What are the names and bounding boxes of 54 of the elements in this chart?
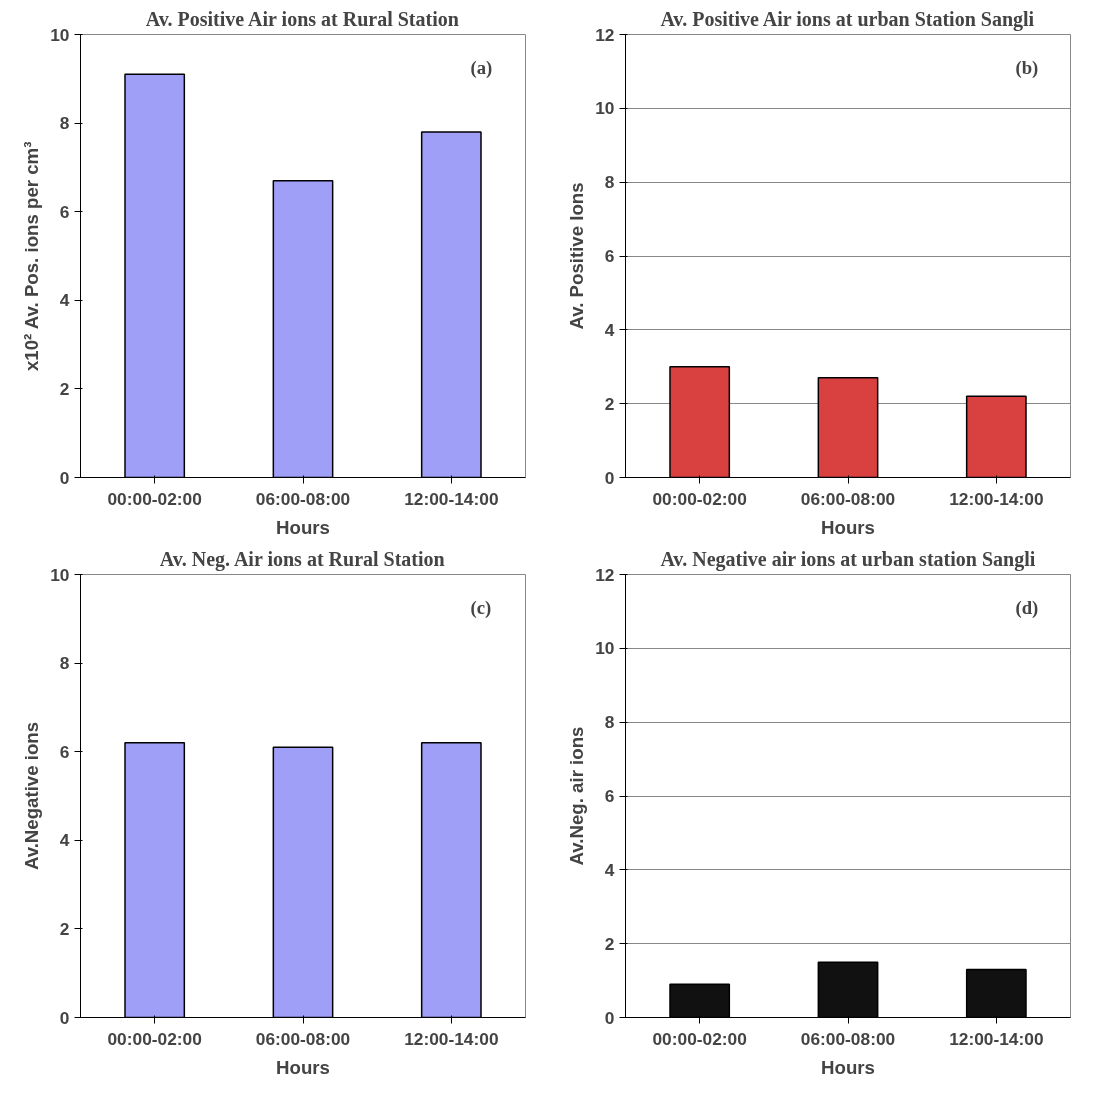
y-tick-label: 0 <box>604 1007 615 1028</box>
x-tick-label: 12:00-14:00 <box>949 488 1044 509</box>
annotation: (a) <box>470 56 493 79</box>
y-tick-label: 2 <box>59 378 70 399</box>
y-tick-label: 2 <box>604 393 615 414</box>
chart-title: Av. Positive Air ions at urban Station Sangli <box>660 7 1035 31</box>
x-axis-title: Hours <box>821 516 875 538</box>
y-tick-label: 0 <box>604 467 615 488</box>
y-tick-label: 2 <box>604 933 615 954</box>
y-axis-title: Av.Neg. air ions <box>566 726 588 866</box>
y-tick-label: 6 <box>59 741 70 762</box>
x-tick-label: 00:00-02:00 <box>652 488 747 509</box>
x-tick-label: 12:00-14:00 <box>404 488 499 509</box>
y-tick-label: 6 <box>604 786 615 806</box>
y-tick-label: 6 <box>59 201 70 222</box>
x-tick-label: 06:00-08:00 <box>800 1028 896 1049</box>
y-tick-label: 4 <box>604 859 615 880</box>
y-tick-label: 2 <box>59 918 70 939</box>
y-axis-title: x10² Av. Pos. ions per cm³ <box>21 141 43 372</box>
x-tick-label: 12:00-14:00 <box>949 1028 1044 1049</box>
y-tick-label: 10 <box>50 564 70 585</box>
y-tick-label: 4 <box>59 830 70 851</box>
y-tick-label: 8 <box>59 653 70 674</box>
x-axis-title: Hours <box>276 1056 330 1078</box>
y-axis-title: Av.Negative ions <box>21 721 43 871</box>
y-tick-label: 12 <box>595 564 615 585</box>
y-tick-label: 8 <box>604 712 615 733</box>
y-tick-label: 4 <box>59 290 70 311</box>
x-tick-label: 06:00-08:00 <box>255 488 351 509</box>
x-tick-label: 00:00-02:00 <box>107 488 202 509</box>
chart-title: Av. Neg. Air ions at Rural Station <box>159 547 445 571</box>
annotation: (b) <box>1015 56 1039 79</box>
y-tick-label: 10 <box>595 638 615 659</box>
x-axis-title: Hours <box>821 1056 875 1078</box>
x-tick-label: 06:00-08:00 <box>255 1028 351 1049</box>
x-tick-label: 00:00-02:00 <box>652 1028 747 1049</box>
x-tick-label: 00:00-02:00 <box>107 1028 202 1049</box>
y-tick-label: 4 <box>604 319 615 340</box>
y-tick-label: 10 <box>50 24 70 45</box>
y-axis-title: Av. Positive Ions <box>566 182 588 330</box>
y-tick-label: 8 <box>59 113 70 134</box>
y-tick-label: 12 <box>595 24 615 45</box>
x-axis-title: Hours <box>276 516 330 538</box>
y-tick-label: 0 <box>59 1007 70 1028</box>
chart-title: Av. Positive Air ions at Rural Station <box>145 7 459 30</box>
annotation: (c) <box>470 596 492 619</box>
y-tick-label: 0 <box>59 467 70 488</box>
y-tick-label: 6 <box>604 246 615 266</box>
y-tick-label: 8 <box>604 172 615 193</box>
x-tick-label: 06:00-08:00 <box>800 488 896 509</box>
x-tick-label: 12:00-14:00 <box>404 1028 499 1049</box>
chart-title: Av. Negative air ions at urban station Sangli <box>660 547 1036 571</box>
y-tick-label: 10 <box>595 98 615 119</box>
annotation: (d) <box>1015 596 1039 619</box>
